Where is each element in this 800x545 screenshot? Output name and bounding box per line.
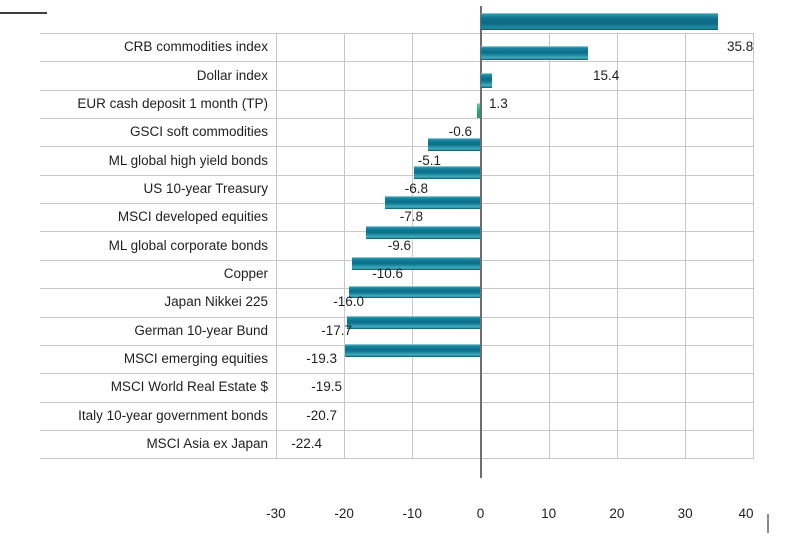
category-label: EUR cash deposit 1 month (TP) <box>77 95 268 111</box>
x-axis-tick-label: -20 <box>334 506 354 521</box>
value-label: 35.8 <box>727 39 754 55</box>
category-label: MSCI developed equities <box>117 209 268 225</box>
value-label: -19.5 <box>311 379 342 395</box>
horizontal-gridline <box>40 373 754 375</box>
x-axis-tick-label: -10 <box>402 506 423 521</box>
horizontal-gridline <box>40 174 754 176</box>
category-label: MSCI emerging equities <box>123 351 268 366</box>
data-bar <box>352 257 480 270</box>
x-axis-tick-label: 0 <box>476 506 485 521</box>
data-bar <box>481 13 718 30</box>
data-bar <box>481 73 492 88</box>
value-label: -10.6 <box>372 266 403 281</box>
x-axis-tick-label: 30 <box>677 506 693 521</box>
data-bar <box>428 138 480 151</box>
horizontal-gridline <box>40 401 754 403</box>
value-label: -7.8 <box>399 209 423 225</box>
value-label: -20.7 <box>306 407 337 423</box>
data-bar <box>481 46 588 60</box>
horizontal-gridline <box>40 89 754 91</box>
data-bar <box>385 196 480 209</box>
category-label: ML global corporate bonds <box>108 237 268 253</box>
category-label: ML global high yield bonds <box>108 152 268 168</box>
horizontal-gridline <box>40 458 754 460</box>
vertical-gridline <box>685 33 687 459</box>
data-bar <box>477 103 480 118</box>
x-axis-tick-label: 10 <box>541 506 557 521</box>
data-bar <box>366 226 480 239</box>
horizontal-gridline <box>40 33 754 34</box>
value-label: -16.0 <box>333 294 364 310</box>
category-label: Japan Nikkei 225 <box>164 294 268 310</box>
value-label: -9.6 <box>387 237 411 253</box>
category-label: German 10-year Bund <box>134 322 268 338</box>
data-bar <box>349 286 480 298</box>
value-label: -5.1 <box>417 152 441 168</box>
value-label: 1.3 <box>489 95 508 111</box>
x-axis-tick-label: 40 <box>738 506 754 521</box>
value-label: -19.3 <box>306 351 337 366</box>
value-label: -17.7 <box>321 322 352 338</box>
vertical-gridline <box>275 33 277 459</box>
axis-end-tick <box>767 514 769 533</box>
horizontal-gridline <box>40 118 754 120</box>
x-axis-tick-label: -30 <box>266 506 286 521</box>
category-label: Copper <box>223 266 268 281</box>
value-label: 15.4 <box>593 67 620 83</box>
horizontal-gridline <box>40 429 754 431</box>
stray-border-fragment <box>0 12 47 14</box>
category-label: US 10-year Treasury <box>143 180 268 196</box>
category-label: GSCI soft commodities <box>129 124 268 140</box>
zero-axis-line <box>479 6 482 478</box>
x-axis-tick-label: 20 <box>609 506 625 521</box>
value-label: -6.8 <box>404 180 428 196</box>
horizontal-gridline <box>40 61 754 63</box>
category-label: CRB commodities index <box>123 39 268 55</box>
category-label: Dollar index <box>196 67 268 83</box>
vertical-gridline <box>344 33 346 459</box>
value-label: -22.4 <box>291 436 322 452</box>
category-label: MSCI World Real Estate $ <box>110 379 268 395</box>
category-label: Italy 10-year government bonds <box>78 407 268 423</box>
data-bar <box>345 344 480 357</box>
data-bar <box>414 166 480 179</box>
value-label: -0.6 <box>448 124 472 140</box>
data-bar <box>347 316 480 329</box>
vertical-gridline <box>412 33 414 459</box>
category-label: MSCI Asia ex Japan <box>146 436 268 452</box>
horizontal-gridline <box>40 146 754 148</box>
vertical-gridline <box>753 33 755 459</box>
vertical-gridline <box>548 33 550 459</box>
vertical-gridline <box>616 33 618 459</box>
